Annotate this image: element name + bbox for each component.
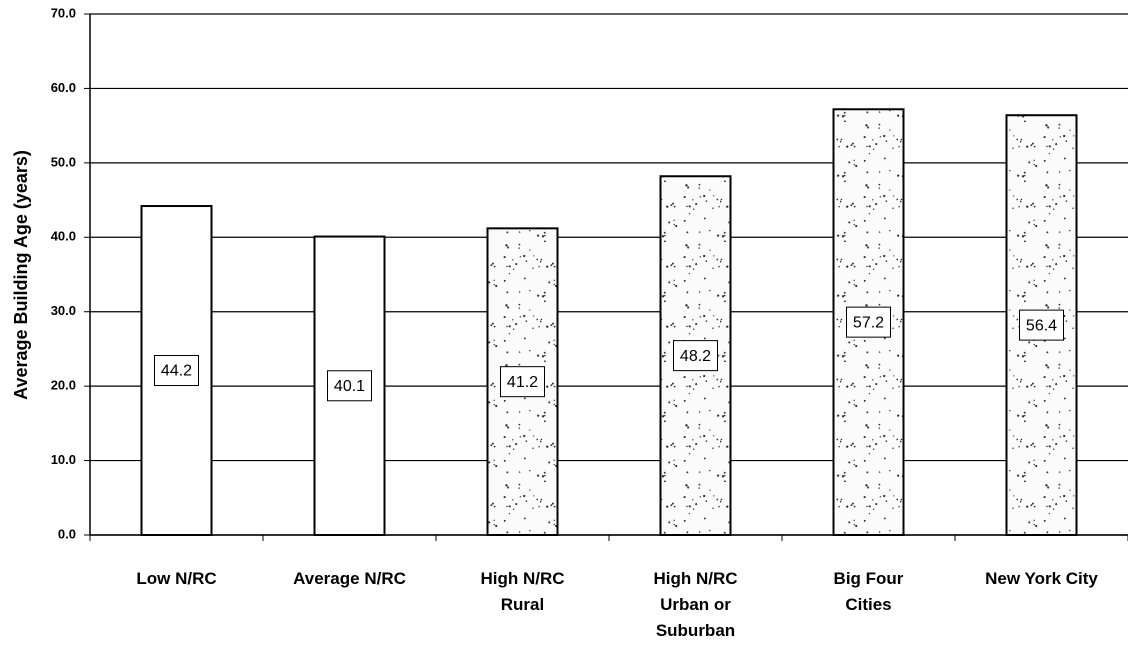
y-axis-title: Average Building Age (years) — [11, 150, 31, 400]
value-label-box — [327, 370, 372, 402]
value-label-box — [154, 355, 199, 387]
y-tick-label: 20.0 — [51, 378, 76, 393]
value-label-box — [1019, 309, 1064, 341]
y-tick-label: 10.0 — [51, 452, 76, 467]
y-tick-label: 0.0 — [58, 526, 76, 541]
x-tick-label: Big Four Cities — [833, 569, 904, 614]
x-tick-label: High N/RC Urban or Suburban — [653, 569, 738, 640]
value-label: 41.2 — [507, 374, 538, 391]
y-tick-label: 70.0 — [51, 5, 76, 20]
y-tick-label: 40.0 — [51, 229, 76, 244]
bar — [313, 235, 386, 536]
x-tick-label: Low N/RC — [136, 569, 217, 588]
value-label: 48.2 — [680, 348, 711, 365]
value-label: 40.1 — [334, 378, 365, 395]
y-tick-label: 30.0 — [51, 303, 76, 318]
y-tick-label: 50.0 — [51, 154, 76, 169]
y-tick-label: 60.0 — [51, 80, 76, 95]
x-tick-label: New York City — [985, 569, 1098, 588]
value-label: 57.2 — [853, 314, 884, 331]
value-label-box — [846, 306, 891, 338]
value-label-box — [673, 340, 718, 372]
value-label: 56.4 — [1026, 317, 1057, 334]
value-label-box — [500, 366, 545, 398]
x-tick-label: Average N/RC — [293, 569, 406, 588]
value-label: 44.2 — [161, 363, 192, 380]
x-tick-label: High N/RC Rural — [480, 569, 565, 614]
